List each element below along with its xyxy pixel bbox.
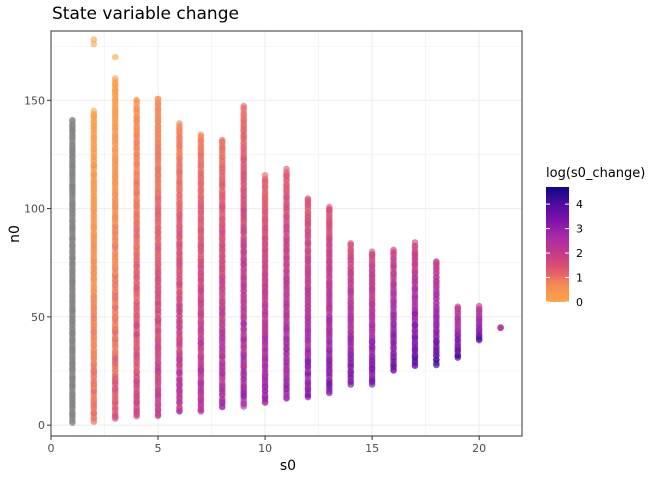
data-point (90, 107, 98, 115)
y-tick-label: 50 (31, 311, 45, 324)
data-point (111, 53, 119, 61)
chart-title: State variable change (52, 4, 239, 24)
data-point (154, 95, 162, 103)
y-axis-label: n0 (7, 225, 23, 243)
data-point (240, 102, 247, 110)
legend-tick-label: 1 (576, 272, 583, 285)
y-tick-label: 0 (38, 419, 45, 432)
data-point (454, 303, 462, 310)
data-point (304, 195, 312, 202)
data-point (433, 258, 440, 265)
x-axis-label: s0 (280, 458, 296, 474)
x-tick-label: 10 (258, 442, 272, 455)
data-point (411, 239, 419, 246)
legend-tick-label: 4 (576, 198, 583, 211)
data-point (368, 248, 376, 256)
data-point (475, 302, 483, 310)
x-tick-label: 15 (365, 442, 379, 455)
y-tick-label: 100 (24, 203, 45, 216)
legend-tick-label: 3 (576, 223, 583, 236)
data-point (347, 240, 355, 247)
data-point (390, 246, 397, 254)
data-point (69, 116, 76, 124)
legend-tick-label: 2 (576, 247, 583, 260)
data-point (176, 120, 183, 127)
y-tick-label: 150 (24, 94, 45, 107)
data-point (197, 131, 205, 138)
data-point (261, 171, 269, 179)
data-point (497, 324, 504, 332)
legend-colorbar (546, 187, 569, 302)
legend-tick-label: 0 (576, 296, 583, 309)
data-point (326, 203, 333, 211)
x-tick-label: 5 (155, 442, 162, 455)
data-point (218, 136, 226, 144)
legend-title: log(s0_change) (546, 166, 645, 181)
plot-border (50, 30, 523, 437)
legend: log(s0_change) 0 1 2 3 4 (546, 166, 645, 309)
data-point (133, 96, 140, 104)
axes: 0 5 10 15 20 0 50 100 150 (24, 94, 486, 455)
data-points (69, 36, 504, 427)
data-point (90, 36, 98, 43)
x-tick-label: 0 (48, 442, 55, 455)
data-point (111, 75, 119, 82)
data-point (283, 165, 290, 173)
x-tick-label: 20 (472, 442, 486, 455)
